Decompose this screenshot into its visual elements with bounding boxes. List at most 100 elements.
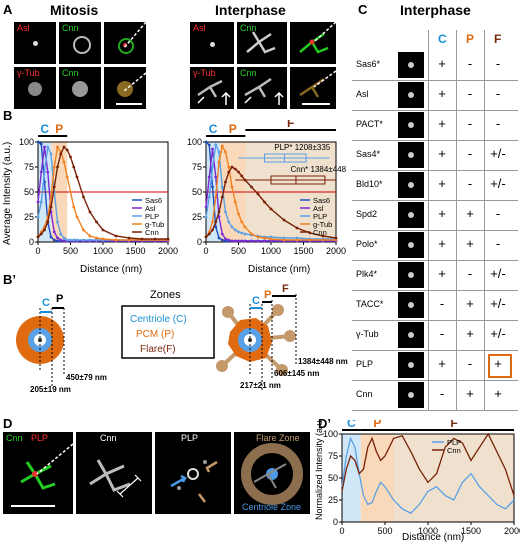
data-point	[72, 205, 76, 209]
x-tick-label: 500	[377, 526, 392, 536]
data-point	[36, 200, 40, 204]
zone-pcm-label: PCM (P)	[136, 329, 174, 340]
data-point	[214, 220, 218, 224]
data-point	[36, 235, 40, 239]
micrograph-interphase-cnn-2: Cnn	[237, 67, 287, 109]
micrograph-d-zones: Flare Zone Centriole Zone	[234, 432, 310, 514]
data-point	[56, 145, 59, 149]
data-point	[95, 236, 98, 240]
data-point	[217, 210, 221, 214]
row-p-value: -	[467, 146, 473, 161]
data-point	[214, 225, 218, 229]
data-point	[227, 170, 231, 174]
zones-title: Zones	[150, 289, 181, 301]
zone-c-left: C	[42, 297, 50, 309]
row-f-value: -	[495, 56, 501, 71]
micrograph-mitosis-gtub: γ-Tub	[14, 67, 56, 109]
micrograph-d-plp: PLP	[155, 432, 231, 514]
measure-f-right: 1384±448 nm	[298, 357, 348, 366]
row-thumbnail	[398, 382, 424, 408]
data-point	[140, 237, 144, 241]
legend-label: g-Tub	[145, 220, 164, 229]
y-tick-label: 75	[328, 451, 338, 461]
row-p-value: +	[466, 296, 474, 311]
micrograph-mitosis-merge-2	[104, 67, 146, 109]
label-cnn-3: Cnn	[240, 23, 257, 33]
data-point	[69, 238, 72, 242]
x-tick-label: 2000	[158, 246, 178, 256]
zone-label: C	[209, 122, 218, 136]
row-f-value: +/-	[490, 146, 506, 161]
data-point	[334, 236, 338, 240]
x-tick-label: 0	[339, 526, 344, 536]
data-point	[39, 200, 43, 204]
data-point	[227, 238, 231, 242]
zone-p-left: P	[56, 293, 63, 305]
legend-label: Cnn	[313, 228, 327, 237]
row-c-value: -	[439, 386, 445, 401]
plot-b-xlabel-left: Distance (nm)	[80, 264, 142, 275]
box-body	[270, 175, 326, 185]
data-point	[204, 235, 208, 239]
label-d-cnn: Cnn	[6, 433, 23, 443]
zone-label: C	[40, 122, 49, 136]
zone-f-right: F	[282, 283, 289, 295]
plot-dp: 02550751000500100015002000CPFPLPCnn Norm…	[314, 420, 520, 542]
micrograph-interphase-asl: Asl	[190, 22, 234, 64]
data-point	[72, 238, 76, 242]
data-point	[207, 232, 211, 236]
data-point	[127, 238, 131, 242]
data-point	[230, 225, 234, 229]
data-point	[214, 195, 218, 199]
zone-label: P	[373, 420, 381, 430]
row-thumbnail	[398, 142, 424, 168]
zones-diagram: C P 450±79 nm 205±19 nm Zones Centriole …	[16, 283, 348, 394]
label-cnn-4: Cnn	[240, 68, 257, 78]
micrograph-d-merge: Cnn PLP	[3, 432, 73, 514]
header-interphase: Interphase	[215, 2, 286, 18]
data-point	[56, 220, 59, 224]
data-point	[52, 230, 56, 234]
data-point	[46, 145, 50, 149]
legend-label: Cnn	[447, 446, 461, 455]
data-point	[88, 238, 92, 242]
table-row: Asl + - -	[352, 80, 518, 111]
measure-c-left: 205±19 nm	[30, 385, 71, 394]
series-line-plp	[341, 436, 515, 514]
data-point	[95, 220, 98, 224]
data-point	[101, 237, 105, 241]
label-asl: Asl	[17, 23, 30, 33]
data-point	[220, 238, 224, 242]
data-point	[240, 174, 244, 178]
data-point	[114, 238, 118, 242]
row-c-value: +	[438, 86, 446, 101]
data-point	[230, 239, 234, 243]
data-point	[62, 160, 66, 164]
table-row: γ-Tub - + +/-	[352, 320, 518, 351]
series-line-gtub	[37, 145, 168, 241]
data-point	[237, 239, 240, 243]
plp-box-label: PLP* 1208±335	[274, 143, 331, 152]
y-tick-label: 0	[197, 237, 202, 247]
row-name: TACC*	[356, 299, 384, 309]
table-row: Plk4* + - +/-	[352, 260, 518, 291]
data-point	[36, 215, 40, 219]
row-name: Bld10*	[356, 179, 383, 189]
series-line-cnn	[341, 432, 515, 496]
label-centriole-zone: Centriole Zone	[242, 502, 302, 512]
x-tick-label: 0	[203, 246, 208, 256]
row-p-value: -	[467, 86, 473, 101]
plot-dp-ylabel: Normalized Intensity (a.u.)	[314, 420, 324, 520]
series-line-asl	[205, 148, 336, 242]
data-point	[43, 170, 46, 174]
box-body	[264, 153, 307, 163]
data-point	[233, 167, 237, 171]
data-point	[256, 235, 260, 239]
data-point	[46, 170, 50, 174]
header-interphase-c: Interphase	[400, 2, 471, 18]
data-point	[243, 232, 247, 236]
data-point	[224, 150, 227, 154]
row-f-value: +/-	[490, 296, 506, 311]
y-tick-label: 25	[24, 212, 34, 222]
